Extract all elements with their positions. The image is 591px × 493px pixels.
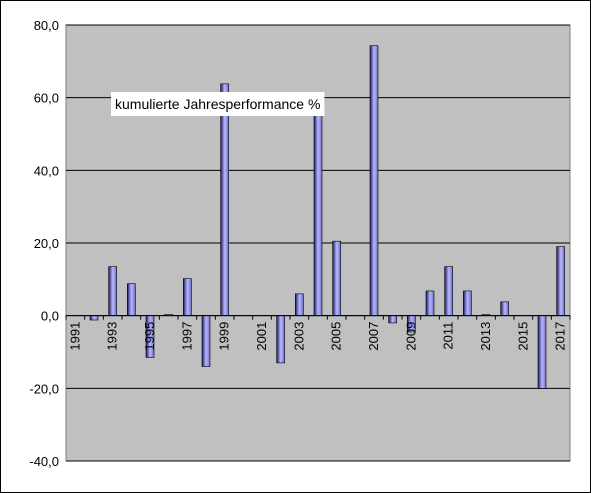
x-tick-label: 1995	[142, 322, 157, 351]
bar	[295, 293, 304, 316]
y-tick-label: 40,0	[34, 163, 59, 178]
x-tick-label: 2007	[366, 322, 381, 351]
chart-title-background	[111, 92, 325, 116]
y-tick-label: 80,0	[34, 18, 59, 33]
bar	[500, 301, 509, 316]
x-tick-label: 2003	[291, 322, 306, 351]
bar	[537, 315, 547, 389]
x-axis-tick-labels: 1991 1993 1995 1997 1999 2001 2003 2005 2007 2009…	[67, 322, 567, 351]
bar	[313, 113, 323, 316]
chart-title-box: kumulierte Jahresperformance %	[111, 92, 325, 116]
x-tick-label: 2011	[441, 322, 456, 350]
bar	[220, 83, 229, 316]
x-tick-label: 2017	[553, 322, 568, 351]
y-axis-tick-labels: -40,0 -20,0 0,0 20,0 40,0 60,0 80,0	[29, 18, 59, 469]
bar	[89, 315, 99, 321]
bar	[369, 45, 379, 316]
x-tick-label: 2015	[515, 322, 530, 351]
bar	[183, 278, 192, 316]
y-tick-label: 60,0	[34, 91, 59, 106]
bar	[444, 266, 453, 316]
bar	[388, 315, 397, 324]
x-tick-label: 2001	[254, 322, 269, 351]
bar	[463, 290, 472, 316]
x-tick-label: 1993	[105, 322, 120, 351]
bar	[127, 283, 136, 316]
bar	[108, 266, 117, 316]
x-tick-label: 1991	[67, 322, 82, 351]
bar	[556, 246, 565, 316]
bar	[201, 315, 211, 367]
y-tick-label: -40,0	[29, 454, 59, 469]
x-tick-label: 1997	[179, 322, 194, 351]
y-tick-label: 20,0	[34, 236, 59, 251]
y-tick-label: 0,0	[41, 309, 59, 324]
x-tick-label: 2005	[329, 322, 344, 351]
x-tick-label: 2013	[478, 322, 493, 351]
y-tick-label: -20,0	[29, 381, 59, 396]
bars	[89, 45, 565, 389]
bar	[276, 315, 285, 364]
bar	[425, 290, 435, 316]
x-tick-label: 1999	[217, 322, 232, 351]
chart-title: kumulierte Jahresperformance %	[115, 96, 320, 112]
x-tick-label: 2009	[403, 322, 418, 351]
bar	[332, 240, 341, 316]
